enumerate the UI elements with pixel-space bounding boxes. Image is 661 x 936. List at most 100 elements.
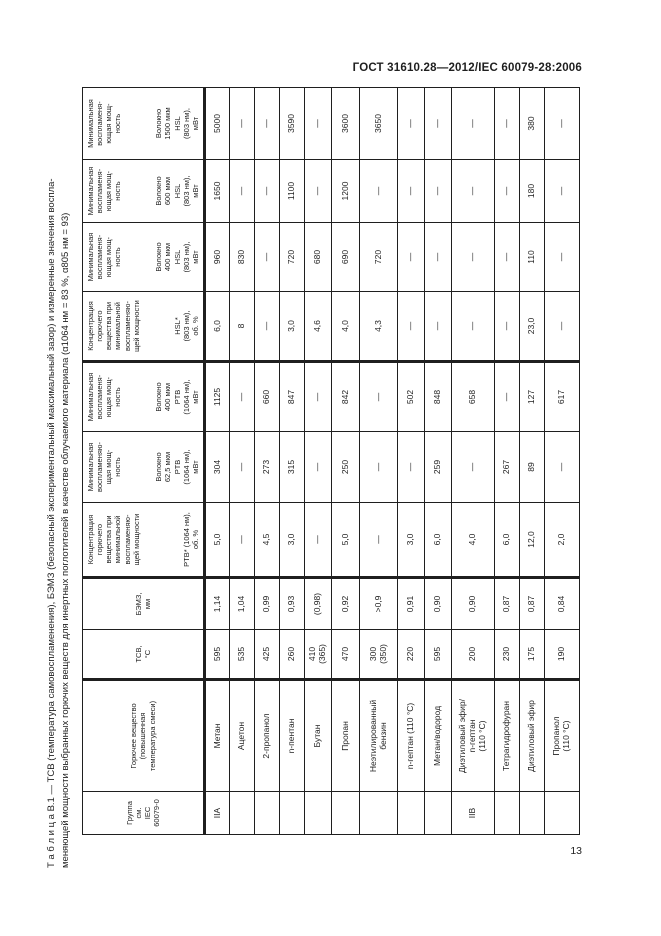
column-title: Минимальная воспламеня- ющая мощ- ность (86, 99, 123, 148)
cell-group: IIA (204, 791, 230, 835)
cell-substance: n-пентан (279, 679, 305, 792)
cell-bemz: 0,93 (279, 577, 305, 630)
cell-substance: 2-пропанол (254, 679, 280, 792)
column-header-content: Группа см. IEC 60079-0 (83, 792, 203, 834)
column-header-content: Концентрация горючего вещества при миним… (83, 292, 203, 360)
cell-fiber-1500-hsl: — (424, 87, 452, 160)
column-subtitle: Волокно 1500 мкм HSL (803 нм), мВт (154, 107, 200, 140)
cell-fiber-400-ptb: 502 (397, 361, 425, 432)
cell-conc-hsl: — (451, 291, 495, 362)
cell-fiber-400-ptb: 1125 (204, 361, 230, 432)
column-subtitle: PTB* (1064 нм), об. % (181, 512, 200, 567)
cell-group: IIB (451, 791, 495, 835)
column-header-content: Минимальная воспламеня- ющая мощ- ность В… (83, 88, 203, 159)
table-row: Пропанол (110 °C) 190 0,84 2,0—617— — — — (544, 87, 580, 835)
cell-conc-hsl: — (254, 291, 280, 362)
column-header-content: Минимальная воспламеня- ющая мощ- ность В… (83, 363, 203, 431)
cell-group (544, 791, 580, 835)
table-header-row: Группа см. IEC 60079-0 Горючее вещество (… (82, 87, 205, 835)
cell-fiber-1500-hsl: 3650 (359, 87, 398, 160)
cell-fiber-62-ptb: 89 (519, 431, 545, 503)
cell-tsv: 410 (365) (304, 629, 332, 680)
column-subtitle: Волокно 62,5 мкм PTB (1064 нм), мВт (154, 449, 200, 485)
column-header-substance: Горючее вещество (повышенная температура… (82, 679, 205, 792)
table-row: IIA Метан 595 1,14 5,0 304 1125 6,0 960 1650 5000 (204, 87, 230, 835)
column-header-conc-ptb: Концентрация горючего вещества при миним… (82, 502, 205, 578)
column-header-content: Минимальная воспламеняю- щая мощ- ность В… (83, 432, 203, 502)
column-title: Минимальная воспламеня- ющая мощ- ность (86, 232, 123, 282)
cell-fiber-600-hsl: — (424, 159, 452, 223)
cell-group (229, 791, 255, 835)
cell-fiber-400-hsl: 680 (304, 222, 332, 292)
cell-tsv: 300 (350) (359, 629, 398, 680)
cell-substance: Бутан (304, 679, 332, 792)
cell-bemz: 0,84 (544, 577, 580, 630)
column-header-group: Группа см. IEC 60079-0 (82, 791, 205, 835)
cell-fiber-600-hsl: 1650 (204, 159, 230, 223)
cell-fiber-400-ptb: 842 (331, 361, 360, 432)
cell-group (254, 791, 280, 835)
cell-bemz: 1,04 (229, 577, 255, 630)
table-caption-line1: Т а б л и ц а В.1 — ТСВ (температура сам… (46, 178, 57, 868)
cell-fiber-1500-hsl: — (304, 87, 332, 160)
cell-bemz: 0,92 (331, 577, 360, 630)
cell-fiber-400-hsl: 720 (279, 222, 305, 292)
cell-fiber-400-hsl: — (254, 222, 280, 292)
cell-fiber-62-ptb: 259 (424, 431, 452, 503)
page-number: 13 (570, 845, 582, 857)
cell-conc-hsl: — (397, 291, 425, 362)
cell-group (279, 791, 305, 835)
cell-fiber-600-hsl: 180 (519, 159, 545, 223)
cell-tsv: 190 (544, 629, 580, 680)
cell-fiber-62-ptb: — (451, 431, 495, 503)
column-title: Группа см. IEC 60079-0 (124, 799, 162, 827)
cell-conc-hsl: 6,0 (204, 291, 230, 362)
cell-conc-hsl: 3,0 (279, 291, 305, 362)
cell-group (494, 791, 520, 835)
cell-fiber-600-hsl: — (304, 159, 332, 223)
cell-conc-ptb: 2,0 (544, 502, 580, 578)
cell-bemz: 0,90 (451, 577, 495, 630)
cell-group (424, 791, 452, 835)
cell-fiber-600-hsl: 1100 (279, 159, 305, 223)
cell-fiber-62-ptb: — (544, 431, 580, 503)
cell-fiber-62-ptb: — (397, 431, 425, 503)
table-row: 2-пропанол 425 0,99 4,5 273 660— — — — (254, 87, 280, 835)
column-title: Концентрация горючего вещества при миним… (86, 300, 141, 352)
column-title: Минимальная воспламеня- ющая мощ- ность (86, 372, 123, 422)
cell-group (397, 791, 425, 835)
cell-conc-ptb: 5,0 (204, 502, 230, 578)
cell-fiber-400-hsl: 830 (229, 222, 255, 292)
column-header-content: Горючее вещество (повышенная температура… (83, 681, 203, 791)
cell-conc-hsl: 23,0 (519, 291, 545, 362)
cell-tsv: 425 (254, 629, 280, 680)
cell-fiber-1500-hsl: — (397, 87, 425, 160)
column-title: Концентрация горючего вещества при миним… (86, 513, 141, 566)
cell-substance: Пропан (331, 679, 360, 792)
cell-tsv: 595 (204, 629, 230, 680)
column-header-fiber-62-ptb: Минимальная воспламеняю- щая мощ- ность В… (82, 431, 205, 503)
cell-fiber-1500-hsl: — (229, 87, 255, 160)
cell-fiber-62-ptb: 273 (254, 431, 280, 503)
cell-fiber-400-hsl: 690 (331, 222, 360, 292)
cell-fiber-1500-hsl: 380 (519, 87, 545, 160)
table-row: Бутан 410 (365) (0,98) — — —4,6 680— — (304, 87, 332, 835)
column-subtitle: HSL* (803 нм), об. % (172, 310, 200, 342)
cell-conc-ptb: 3,0 (279, 502, 305, 578)
cell-group (304, 791, 332, 835)
cell-fiber-400-ptb: — (304, 361, 332, 432)
table-row: IIB Диэтиловый эфир/ n-гептан (110 °C) 200… (451, 87, 495, 835)
cell-fiber-62-ptb: — (304, 431, 332, 503)
column-header-fiber-1500-hsl: Минимальная воспламеня- ющая мощ- ность В… (82, 87, 205, 160)
column-header-fiber-400-hsl: Минимальная воспламеня- ющая мощ- ность В… (82, 222, 205, 292)
cell-fiber-400-hsl: — (494, 222, 520, 292)
cell-conc-hsl: 4,0 (331, 291, 360, 362)
column-title: БЭМЗ, мм (133, 592, 152, 616)
cell-group (331, 791, 360, 835)
column-header-bemz: БЭМЗ, мм (82, 577, 205, 630)
cell-substance: Пропанол (110 °C) (544, 679, 580, 792)
cell-fiber-400-hsl: — (424, 222, 452, 292)
table-row: Диэтиловый эфир 175 0,87 12,0 89 127 23,0 110 18… (519, 87, 545, 835)
table-row: Ацетон 535 1,04— — —8 830— — (229, 87, 255, 835)
